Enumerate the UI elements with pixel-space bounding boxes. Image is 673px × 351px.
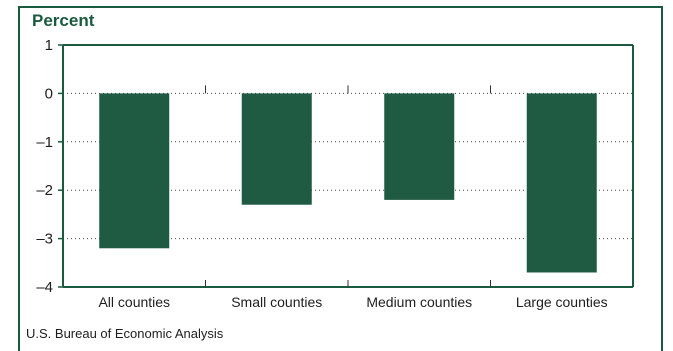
y-tick-label: –4 [36,279,53,296]
tick-labels: 1 0 –1 –2 –3 –4 All counties Small counties Medi… [36,37,607,310]
source-note: U.S. Bureau of Economic Analysis [26,326,224,341]
y-tick-label: 1 [45,37,53,54]
axes [58,44,634,288]
bar [241,93,312,205]
bar [526,93,597,273]
x-category-label: Large counties [516,294,608,310]
y-axis-unit-label: Percent [32,11,95,30]
y-tick-label: –3 [36,231,53,248]
bar-chart: 1 0 –1 –2 –3 –4 All counties Small counties Medi… [36,37,634,310]
y-tick-label: –2 [36,182,53,199]
x-category-label: All counties [98,294,170,310]
bar [384,93,455,200]
x-category-label: Small counties [231,294,322,310]
y-tick-label: –1 [36,134,53,151]
chart-frame [18,6,663,351]
y-tick-label: 0 [45,85,53,102]
bars [99,93,597,273]
bar [99,93,170,249]
x-category-label: Medium counties [366,294,472,310]
